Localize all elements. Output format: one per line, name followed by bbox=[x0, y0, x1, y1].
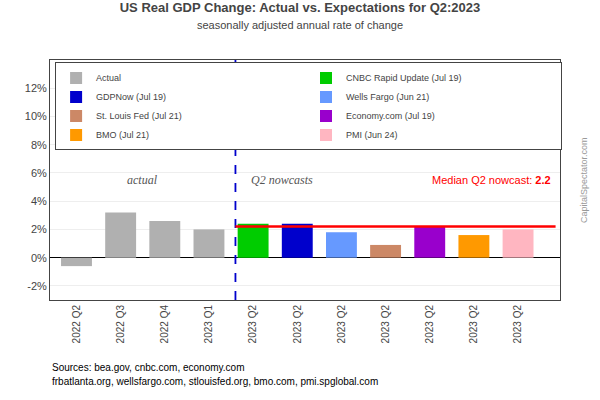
svg-text:Sources: bea.gov, cnbc.com, ec: Sources: bea.gov, cnbc.com, economy.com bbox=[52, 362, 245, 373]
svg-text:4%: 4% bbox=[31, 195, 47, 207]
svg-text:Wells Fargo (Jun 21): Wells Fargo (Jun 21) bbox=[346, 92, 429, 102]
svg-text:2022 Q3: 2022 Q3 bbox=[115, 305, 126, 344]
svg-text:2023 Q2: 2023 Q2 bbox=[512, 305, 523, 344]
svg-text:CapitalSpectator.com: CapitalSpectator.com bbox=[579, 137, 589, 223]
svg-text:2023 Q2: 2023 Q2 bbox=[247, 305, 258, 344]
svg-text:Q2 nowcasts: Q2 nowcasts bbox=[251, 173, 313, 187]
svg-text:10%: 10% bbox=[25, 110, 47, 122]
svg-text:2023 Q2: 2023 Q2 bbox=[336, 305, 347, 344]
svg-text:2%: 2% bbox=[31, 223, 47, 235]
svg-text:PMI (Jun 24): PMI (Jun 24) bbox=[346, 130, 398, 140]
svg-text:2022 Q4: 2022 Q4 bbox=[159, 305, 170, 344]
svg-text:St. Louis Fed (Jul 21): St. Louis Fed (Jul 21) bbox=[96, 111, 182, 121]
svg-text:2022 Q2: 2022 Q2 bbox=[71, 305, 82, 344]
svg-text:Median Q2 nowcast: 2.2: Median Q2 nowcast: 2.2 bbox=[432, 174, 551, 186]
svg-text:-2%: -2% bbox=[27, 280, 47, 292]
svg-text:Economy.com (Jul 19): Economy.com (Jul 19) bbox=[346, 111, 435, 121]
svg-text:6%: 6% bbox=[31, 167, 47, 179]
svg-text:2023 Q2: 2023 Q2 bbox=[380, 305, 391, 344]
svg-text:BMO (Jul 21): BMO (Jul 21) bbox=[96, 130, 149, 140]
svg-text:Actual: Actual bbox=[96, 73, 121, 83]
svg-text:0%: 0% bbox=[31, 252, 47, 264]
svg-text:12%: 12% bbox=[25, 82, 47, 94]
svg-text:frbatlanta.org, wellsfargo.com: frbatlanta.org, wellsfargo.com, stlouisf… bbox=[52, 376, 378, 387]
svg-text:2023 Q2: 2023 Q2 bbox=[424, 305, 435, 344]
svg-text:2023 Q2: 2023 Q2 bbox=[292, 305, 303, 344]
svg-text:actual: actual bbox=[127, 173, 158, 187]
svg-text:8%: 8% bbox=[31, 139, 47, 151]
svg-text:2023 Q1: 2023 Q1 bbox=[203, 305, 214, 344]
svg-text:2023 Q2: 2023 Q2 bbox=[468, 305, 479, 344]
svg-text:CNBC Rapid Update (Jul 19): CNBC Rapid Update (Jul 19) bbox=[346, 73, 462, 83]
svg-text:GDPNow (Jul 19): GDPNow (Jul 19) bbox=[96, 92, 166, 102]
svg-text:US Real GDP Change: Actual vs.: US Real GDP Change: Actual vs. Expectati… bbox=[120, 0, 481, 31]
